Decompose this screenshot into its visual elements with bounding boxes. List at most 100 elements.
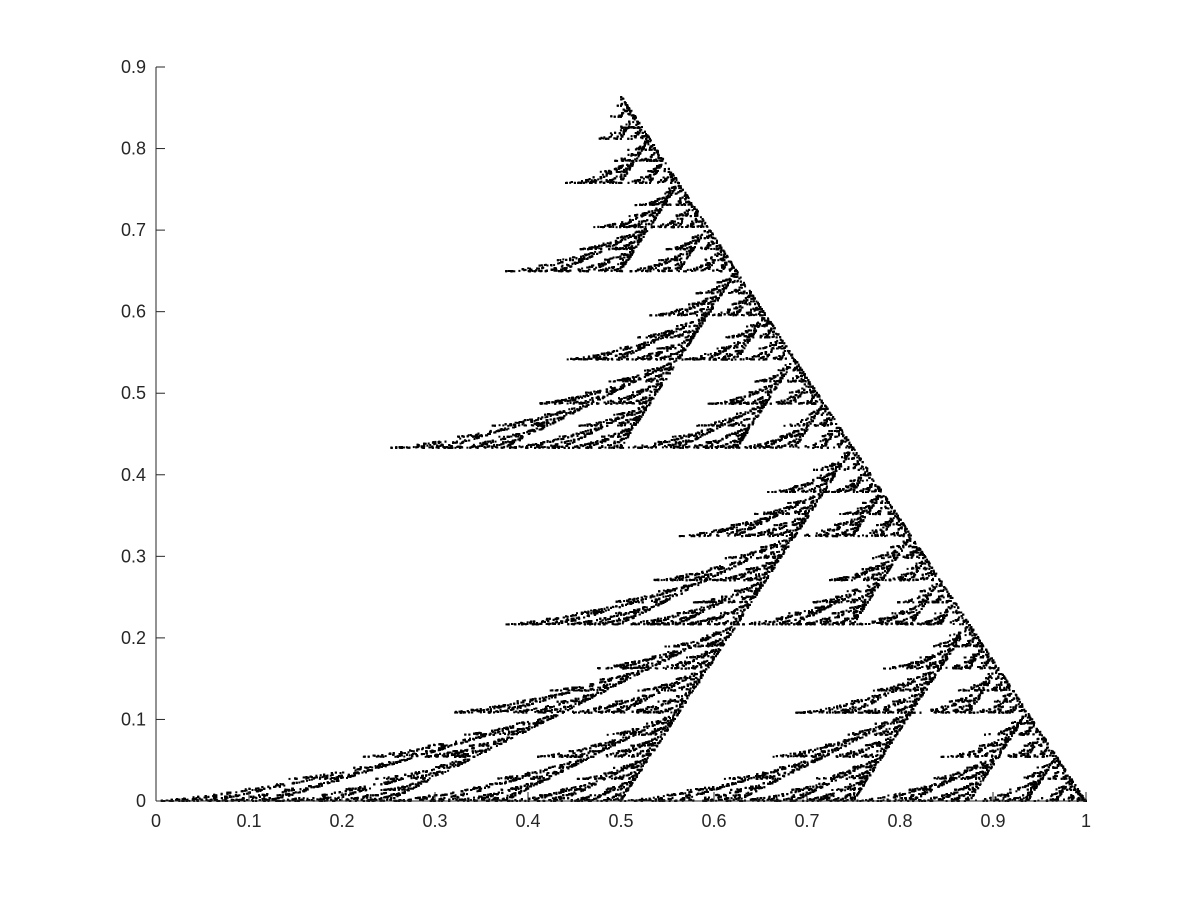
scatter-point [605,268,608,271]
scatter-point [885,500,888,503]
scatter-point [1069,780,1072,783]
scatter-point [743,347,746,350]
scatter-point [707,402,710,405]
scatter-point [845,609,848,612]
scatter-point [524,789,527,792]
scatter-point [836,788,839,791]
scatter-point [1027,798,1030,801]
scatter-point [980,651,983,653]
scatter-point [632,615,635,618]
scatter-point [899,524,902,526]
scatter-point [964,629,967,632]
scatter-point [395,776,398,779]
scatter-point [874,694,876,697]
scatter-point [985,664,988,667]
scatter-point [583,610,586,613]
scatter-point [898,716,901,719]
scatter-point [561,788,564,791]
scatter-point [622,446,625,449]
scatter-point [1016,699,1019,702]
scatter-point [927,620,930,623]
scatter-point [544,416,547,419]
scatter-point [598,247,601,250]
scatter-point [701,601,704,604]
scatter-point [772,333,775,336]
scatter-point [638,733,640,736]
scatter-point [566,402,569,405]
scatter-point [685,642,688,645]
scatter-point [761,550,764,553]
scatter-point [742,402,745,404]
scatter-point [841,431,844,434]
scatter-point [990,677,993,680]
scatter-point [997,676,1000,679]
scatter-point [448,744,451,747]
scatter-point [968,755,971,758]
scatter-point [789,501,792,504]
scatter-point [833,748,836,751]
scatter-point [938,777,941,780]
scatter-point [671,353,674,356]
scatter-point [762,355,765,358]
scatter-point [981,749,983,752]
scatter-point [618,270,621,272]
scatter-point [573,700,576,703]
scatter-point [970,659,973,662]
scatter-point [633,225,635,228]
scatter-point [633,413,636,416]
scatter-point [615,256,618,259]
scatter-point [605,775,608,778]
scatter-point [778,533,781,536]
scatter-point [510,787,512,790]
scatter-point [678,313,681,316]
scatter-point [765,443,768,446]
scatter-point [895,523,898,526]
scatter-point [600,180,603,183]
scatter-point [1050,749,1053,752]
scatter-point [934,612,937,615]
scatter-point [642,762,645,765]
scatter-point [635,344,638,347]
scatter-point [685,257,688,260]
scatter-point [1037,775,1039,778]
scatter-point [847,467,850,470]
scatter-point [776,546,778,548]
scatter-point [914,702,917,704]
scatter-point [740,573,743,576]
scatter-point [697,234,700,237]
scatter-point [609,686,612,688]
scatter-point [831,708,834,711]
scatter-point [831,711,834,714]
scatter-point [834,749,837,752]
scatter-point [863,782,866,785]
scatter-point [437,770,440,773]
scatter-point [965,704,968,707]
scatter-point [662,259,665,262]
scatter-point [649,754,652,757]
scatter-point [641,135,644,138]
scatter-point [614,388,617,391]
scatter-point [818,398,821,401]
scatter-point [710,620,713,623]
scatter-point [794,505,797,508]
scatter-point [760,551,763,554]
scatter-point [597,667,599,670]
scatter-point [932,577,934,580]
scatter-point [883,724,886,727]
scatter-point [551,445,554,448]
scatter-point [989,763,992,766]
scatter-point [1042,775,1045,778]
scatter-point [1023,708,1026,711]
scatter-point [672,683,675,686]
scatter-point [994,711,997,714]
scatter-point [628,242,631,244]
scatter-point [448,766,451,769]
scatter-point [877,744,880,747]
scatter-point [876,757,879,760]
scatter-point [854,606,857,608]
scatter-point [495,430,498,433]
scatter-point [825,486,828,489]
scatter-point [691,440,694,442]
scatter-point [657,169,659,172]
scatter-point [815,532,818,535]
